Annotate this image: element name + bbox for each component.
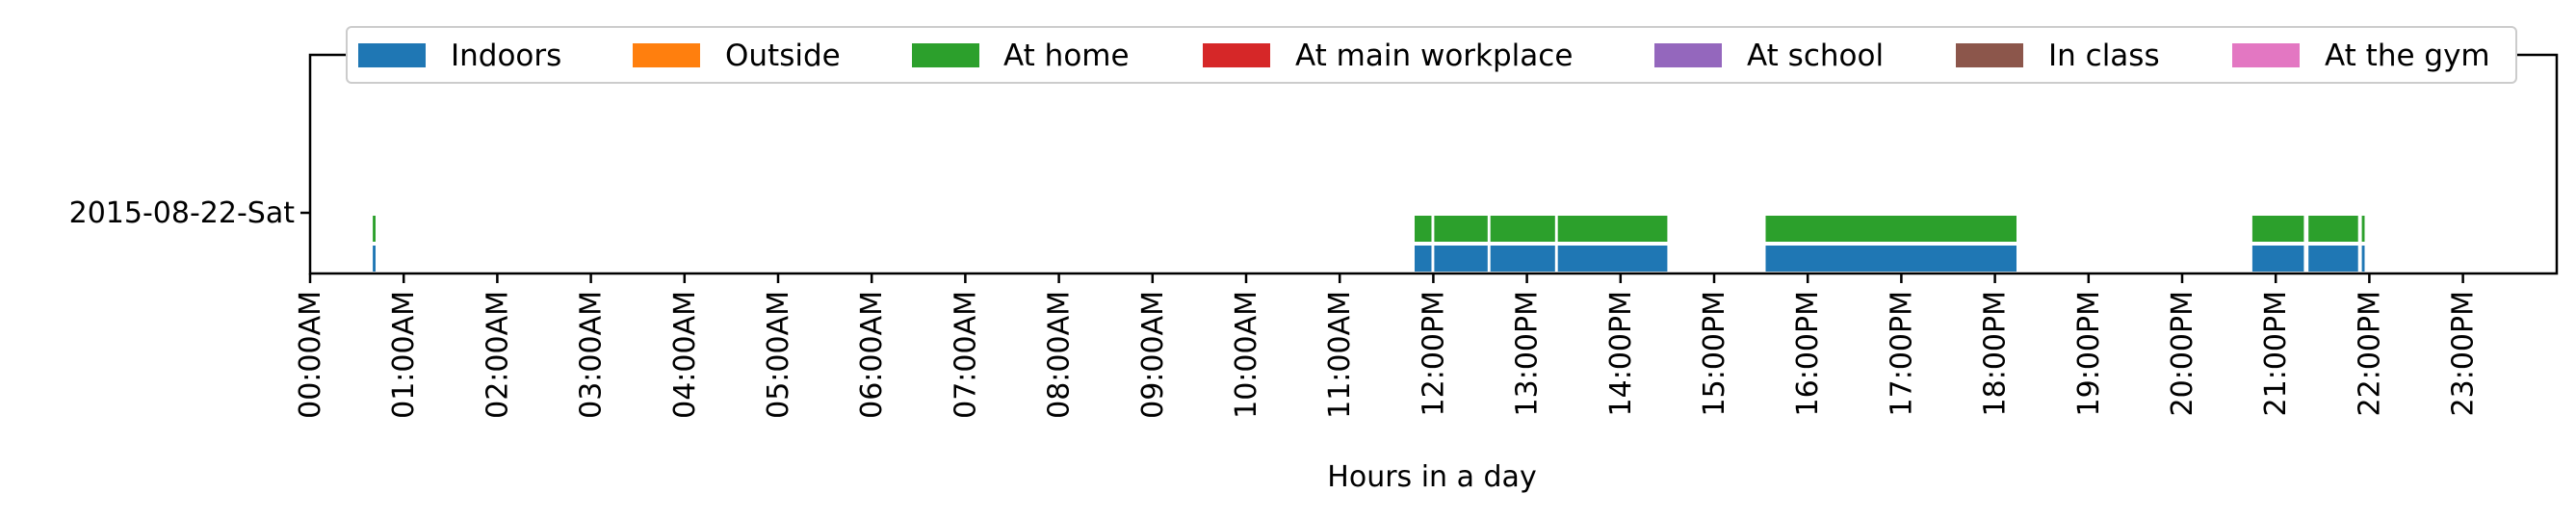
axes-layer <box>308 53 2559 275</box>
legend-label-at-main-workplace: At main workplace <box>1295 39 1573 73</box>
x-ticks: 00:00AM 01:00AM 02:00AM 03:00AM 04:00AM 05:00… <box>294 273 2481 419</box>
bar-at-home-8 <box>2361 216 2365 242</box>
legend-swatch-at-the-gym <box>2232 43 2300 67</box>
x-tick-label-19: 19:00PM <box>2072 291 2106 416</box>
bar-at-home-0 <box>373 216 376 242</box>
bar-at-home-7 <box>2308 216 2358 242</box>
bar-at-home-5 <box>1765 216 2017 242</box>
legend-swatch-in-class <box>1956 43 2023 67</box>
legend-box <box>346 26 2517 84</box>
x-tick-label-5: 05:00AM <box>762 291 795 419</box>
legend-label-outside: Outside <box>725 39 841 73</box>
plot-frame <box>308 53 2559 275</box>
bar-indoors-6 <box>2251 246 2304 272</box>
bar-indoors-0 <box>373 246 376 272</box>
bar-indoors-3 <box>1490 246 1555 272</box>
x-tick-label-21: 21:00PM <box>2259 291 2293 416</box>
legend-swatch-indoors <box>358 43 426 67</box>
x-tick-label-6: 06:00AM <box>855 291 889 419</box>
x-tick-label-10: 10:00AM <box>1230 291 1263 419</box>
y-tick-label-0: 2015-08-22-Sat <box>69 196 296 230</box>
legend-label-at-the-gym: At the gym <box>2325 39 2490 73</box>
x-tick-label-16: 16:00PM <box>1791 291 1825 416</box>
bar-at-home-1 <box>1415 216 1432 242</box>
x-tick-label-22: 22:00PM <box>2353 291 2386 416</box>
x-tick-label-20: 20:00PM <box>2166 291 2199 416</box>
bar-at-home-2 <box>1434 216 1488 242</box>
x-tick-label-4: 04:00AM <box>668 291 702 419</box>
x-tick-label-0: 00:00AM <box>294 291 327 419</box>
x-tick-label-8: 08:00AM <box>1043 291 1077 419</box>
y-ticks: 2015-08-22-Sat <box>69 196 310 230</box>
x-tick-label-23: 23:00PM <box>2447 291 2481 416</box>
x-tick-label-18: 18:00PM <box>1979 291 2013 416</box>
legend: Indoors Outside At home At main workplace At… <box>346 26 2517 84</box>
x-tick-label-1: 01:00AM <box>387 291 421 419</box>
x-tick-label-15: 15:00PM <box>1698 291 1731 416</box>
bar-at-home-3 <box>1490 216 1555 242</box>
x-tick-label-14: 14:00PM <box>1604 291 1638 416</box>
bar-indoors-2 <box>1434 246 1488 272</box>
x-tick-label-17: 17:00PM <box>1885 291 1918 416</box>
bars-layer <box>373 216 2365 272</box>
bar-indoors-8 <box>2361 246 2365 272</box>
legend-label-at-home: At home <box>1003 39 1130 73</box>
bar-at-home-4 <box>1557 216 1668 242</box>
legend-label-indoors: Indoors <box>451 39 561 73</box>
x-tick-label-9: 09:00AM <box>1136 291 1170 419</box>
bar-at-home-6 <box>2251 216 2304 242</box>
legend-swatch-at-main-workplace <box>1203 43 1270 67</box>
bar-indoors-1 <box>1415 246 1432 272</box>
legend-swatch-at-home <box>912 43 979 67</box>
x-tick-label-11: 11:00AM <box>1323 291 1357 419</box>
bar-indoors-5 <box>1765 246 2017 272</box>
legend-swatch-at-school <box>1654 43 1722 67</box>
legend-label-in-class: In class <box>2048 39 2160 73</box>
x-tick-label-12: 12:00PM <box>1417 291 1450 416</box>
legend-label-at-school: At school <box>1747 39 1884 73</box>
x-tick-label-2: 02:00AM <box>481 291 514 419</box>
x-tick-label-13: 13:00PM <box>1511 291 1545 416</box>
x-tick-label-3: 03:00AM <box>575 291 609 419</box>
legend-swatch-outside <box>633 43 700 67</box>
bar-indoors-7 <box>2308 246 2358 272</box>
x-axis-label: Hours in a day <box>1327 460 1536 494</box>
x-tick-label-7: 07:00AM <box>949 291 982 419</box>
bar-indoors-4 <box>1557 246 1668 272</box>
